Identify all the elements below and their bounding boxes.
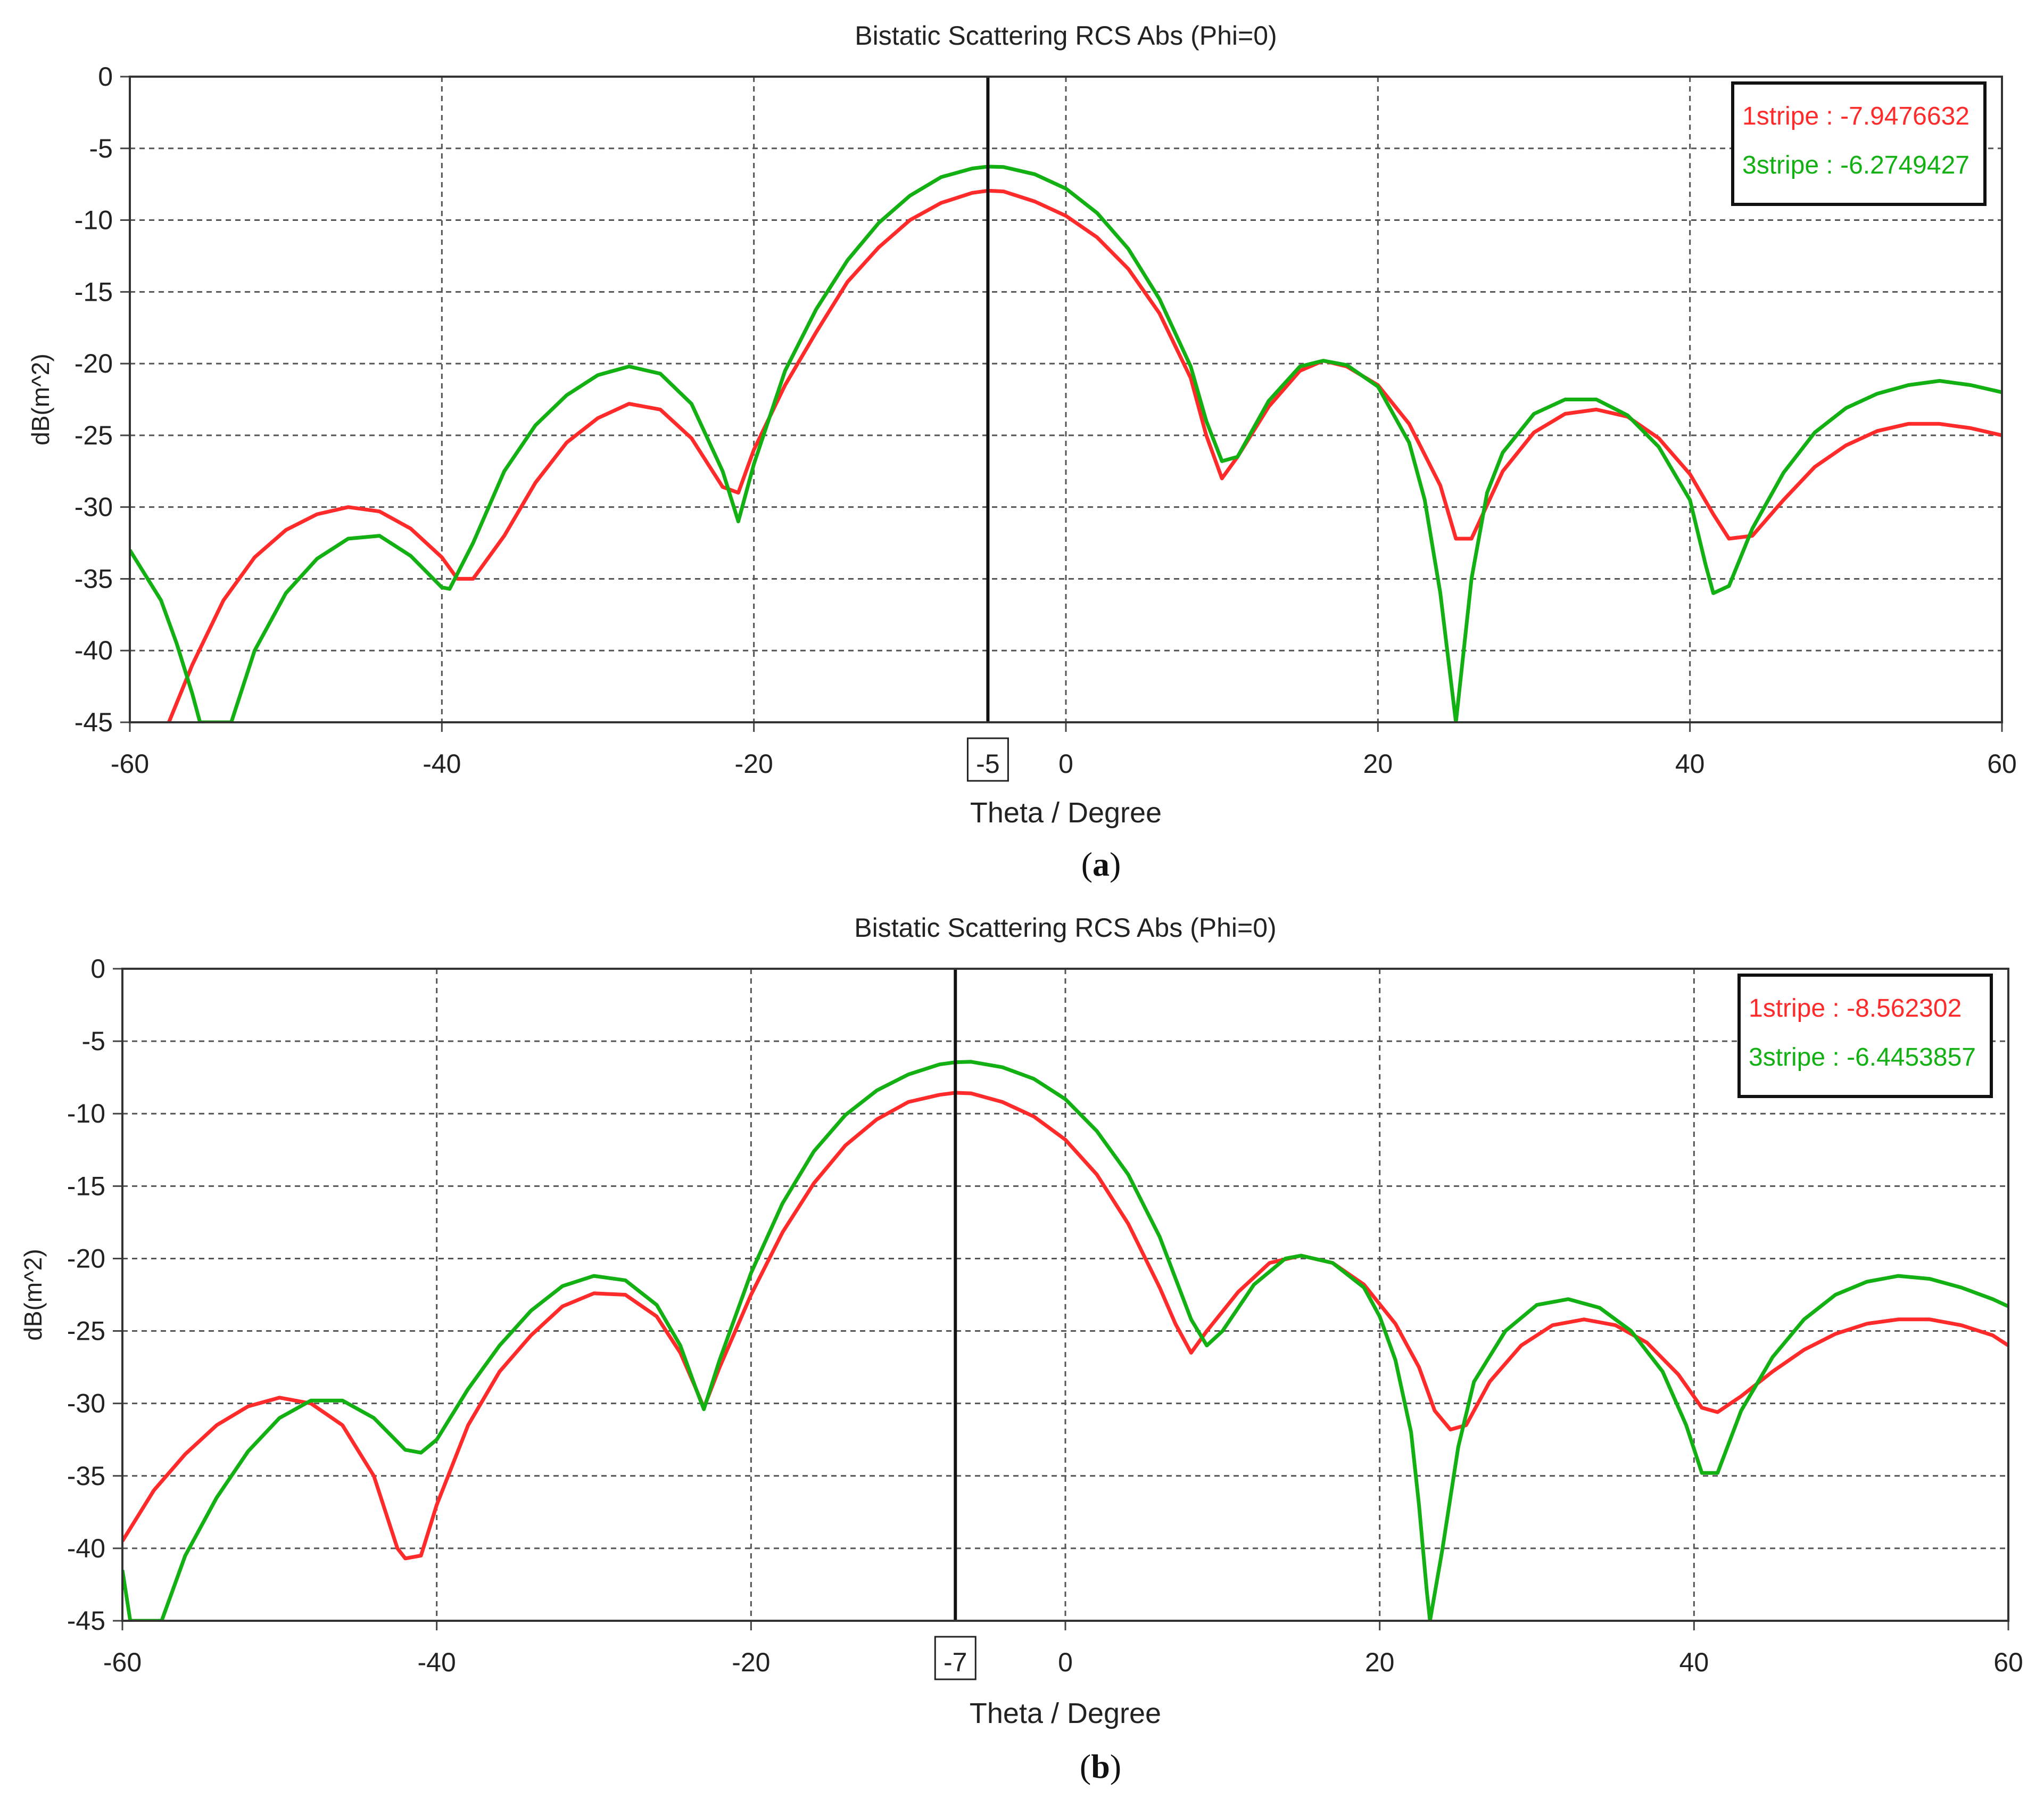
chart-title: Bistatic Scattering RCS Abs (Phi=0): [854, 913, 1276, 943]
marker-value-box: [934, 1636, 977, 1680]
x-tick-label: 40: [1675, 749, 1705, 779]
chart-title: Bistatic Scattering RCS Abs (Phi=0): [855, 21, 1277, 51]
y-tick-label: -15: [67, 1171, 105, 1201]
y-tick-label: -5: [89, 134, 113, 163]
y-tick-label: -20: [75, 349, 113, 378]
y-tick-label: -10: [67, 1099, 105, 1128]
y-tick-label: 0: [90, 954, 105, 984]
x-tick-label: 40: [1679, 1647, 1709, 1677]
y-tick-label: -20: [67, 1243, 105, 1273]
x-tick-label: 60: [1993, 1647, 2023, 1677]
marker-value-box: [966, 737, 1009, 782]
y-tick-label: -5: [82, 1026, 105, 1056]
plot-frame: [129, 76, 2003, 723]
panel-label-open: (: [1080, 1747, 1091, 1785]
x-tick-label: -60: [103, 1647, 142, 1677]
x-tick-label: 60: [1987, 749, 2017, 779]
panel-label-close: ): [1110, 845, 1121, 883]
x-tick-label: -20: [732, 1647, 770, 1677]
y-tick-label: -30: [67, 1389, 105, 1419]
panel-label-letter: b: [1091, 1747, 1110, 1785]
legend-box: [1737, 974, 1993, 1098]
marker-value-label: -7: [944, 1647, 967, 1677]
y-axis-label: dB(m^2): [27, 353, 54, 445]
y-tick-label: -40: [75, 636, 113, 665]
y-tick-label: -40: [67, 1533, 105, 1563]
plot-frame: [121, 968, 2009, 1622]
x-tick-label: -40: [423, 749, 461, 779]
legend-box: [1731, 81, 1987, 206]
y-tick-label: -30: [75, 492, 113, 522]
legend-entry-1stripe: 1stripe : -8.562302: [1749, 994, 1962, 1023]
legend-entry-3stripe: 3stripe : -6.4453857: [1749, 1043, 1976, 1071]
x-tick-label: 0: [1058, 749, 1073, 779]
panel-label: (a): [1081, 845, 1121, 883]
y-tick-label: -15: [75, 277, 113, 307]
y-tick-label: -25: [67, 1316, 105, 1346]
y-tick-label: -45: [67, 1606, 105, 1636]
y-tick-label: -35: [67, 1461, 105, 1491]
marker-value-label: -5: [976, 749, 999, 779]
y-tick-label: -25: [75, 420, 113, 450]
series-line-3stripe: [130, 164, 2002, 722]
series-line-1stripe: [122, 1091, 2008, 1561]
y-tick-label: 0: [98, 62, 113, 92]
x-tick-label: 0: [1058, 1647, 1073, 1677]
chart-panel-a: Bistatic Scattering RCS Abs (Phi=0) 0 -5 -1…: [27, 21, 2017, 883]
x-tick-label: -40: [418, 1647, 456, 1677]
legend-entry-1stripe: 1stripe : -7.9476632: [1742, 102, 1969, 130]
x-axis-label: Theta / Degree: [970, 797, 1162, 829]
y-tick-label: -35: [75, 564, 113, 593]
x-tick-label: -60: [111, 749, 149, 779]
panel-label-close: ): [1110, 1747, 1121, 1785]
x-axis-label: Theta / Degree: [970, 1697, 1161, 1729]
series-line-1stripe: [167, 188, 2002, 722]
x-tick-label: -20: [735, 749, 773, 779]
y-tick-label: -45: [75, 707, 113, 737]
x-tick-label: 20: [1365, 1647, 1395, 1677]
y-tick-label: -10: [75, 205, 113, 235]
panel-label: (b): [1080, 1747, 1121, 1785]
chart-panel-b: Bistatic Scattering RCS Abs (Phi=0) 0 -5 -1…: [19, 913, 2023, 1785]
legend-entry-3stripe: 3stripe : -6.2749427: [1742, 151, 1969, 179]
panel-label-letter: a: [1093, 845, 1110, 883]
y-axis-label: dB(m^2): [19, 1249, 47, 1340]
panel-label-open: (: [1081, 845, 1093, 883]
x-tick-label: 20: [1363, 749, 1393, 779]
series-line-3stripe: [122, 1060, 2008, 1621]
